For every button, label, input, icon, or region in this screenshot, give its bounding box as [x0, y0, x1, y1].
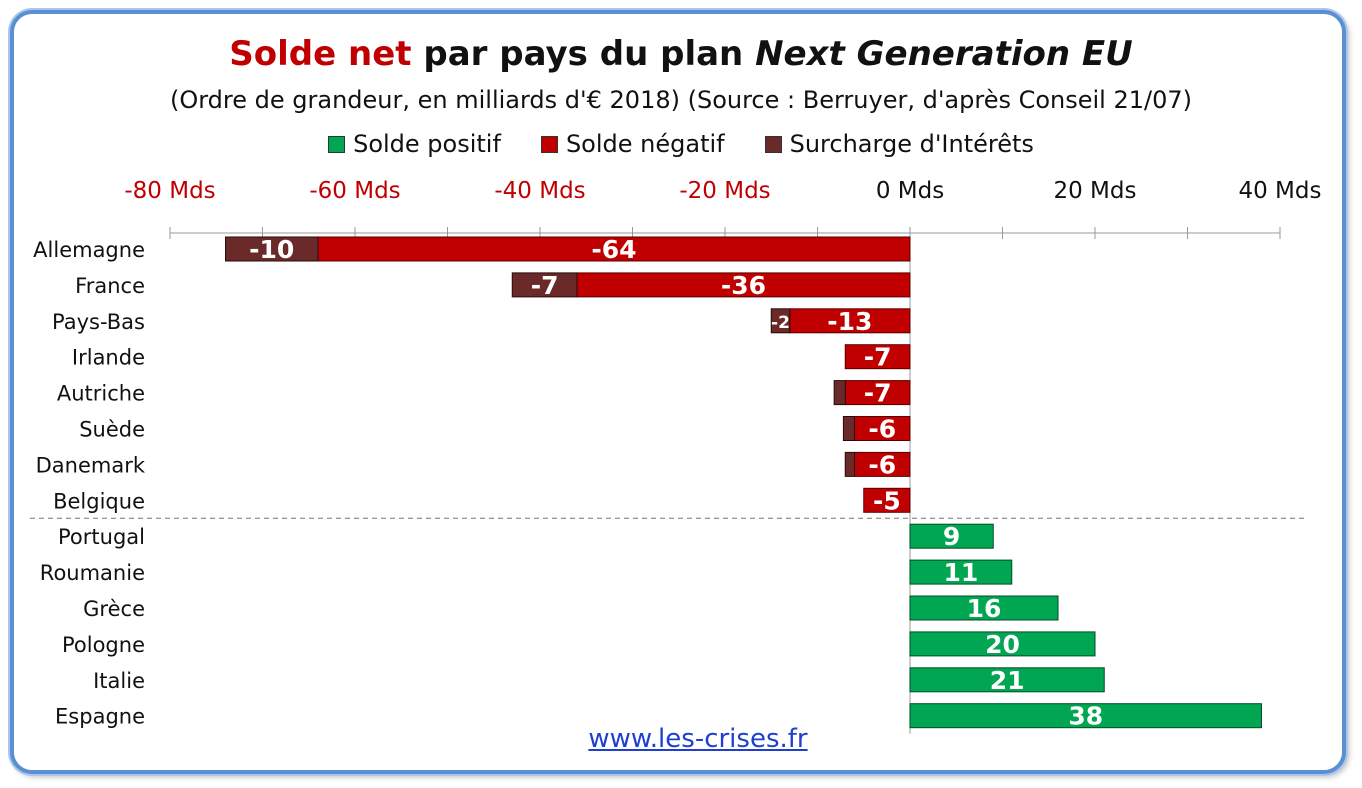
legend-item-negative: Solde négatif: [540, 130, 725, 158]
bar-label-solde-negatif: -64: [591, 235, 636, 264]
category-label: Grèce: [83, 597, 145, 621]
bar-solde-negatif: [576, 272, 911, 298]
bar-solde-negatif: [854, 416, 911, 441]
category-label: Pays-Bas: [52, 310, 145, 334]
bar-label-solde-positif: 38: [1068, 702, 1103, 731]
legend-swatch-positive: [328, 135, 346, 153]
bar-surcharge-interets: [844, 451, 855, 477]
x-tick-label: -60 Mds: [309, 178, 400, 204]
legend-swatch-interest: [764, 135, 782, 153]
bar-label-solde-negatif: -7: [864, 379, 892, 408]
legend-label-negative: Solde négatif: [565, 130, 725, 158]
bar-solde-positif: [909, 523, 994, 549]
bar-surcharge-interets: [511, 272, 578, 298]
x-tick-label: 40 Mds: [1238, 178, 1321, 204]
chart-subtitle: (Ordre de grandeur, en milliards d'€ 201…: [169, 86, 1193, 114]
bar-surcharge-interets: [842, 416, 856, 441]
category-label: Portugal: [58, 525, 145, 549]
bar-solde-positif: [909, 559, 1013, 585]
bar-solde-negatif: [317, 236, 911, 262]
x-tick-label: 0 Mds: [876, 178, 944, 204]
legend-label-interest: Surcharge d'Intérêts: [789, 130, 1034, 158]
bar-surcharge-interets: [770, 308, 791, 334]
legend-swatch-negative: [540, 135, 558, 153]
category-label: Pologne: [62, 633, 145, 657]
bar-label-surcharge-interets: -2: [771, 313, 790, 333]
bar-label-solde-negatif: -13: [827, 307, 872, 336]
bar-label-surcharge-interets: -7: [531, 271, 559, 300]
x-tick-label: 20 Mds: [1053, 178, 1136, 204]
legend-item-interest: Surcharge d'Intérêts: [764, 130, 1034, 158]
category-label: Espagne: [55, 705, 145, 729]
category-label: Autriche: [57, 382, 145, 406]
x-tick-label: -40 Mds: [494, 178, 585, 204]
chart-frame: [10, 10, 1346, 774]
bar-label-solde-negatif: -6: [868, 415, 896, 444]
chart-legend: Solde positif Solde négatif Surcharge d'…: [0, 130, 1362, 158]
category-label: Italie: [93, 669, 145, 693]
bar-solde-positif: [909, 631, 1096, 657]
category-label: Irlande: [72, 346, 145, 370]
title-middle: par pays du plan: [411, 34, 756, 74]
category-label: France: [75, 274, 145, 298]
x-tick-label: -80 Mds: [124, 178, 215, 204]
bar-solde-negatif: [844, 344, 911, 370]
bar-label-solde-positif: 16: [967, 594, 1002, 623]
bar-surcharge-interets: [225, 236, 319, 262]
category-label: Belgique: [53, 489, 145, 513]
title-italic: Next Generation EU: [755, 34, 1133, 74]
bar-label-solde-positif: 9: [943, 522, 960, 551]
bar-surcharge-interets: [833, 380, 846, 406]
title-highlight: Solde net: [229, 34, 412, 74]
footer-link[interactable]: www.les-crises.fr: [588, 724, 808, 754]
bar-label-solde-positif: 21: [990, 666, 1025, 695]
bar-label-solde-negatif: -7: [864, 343, 892, 372]
chart-title: Solde net par pays du plan Next Generati…: [0, 34, 1362, 74]
category-label: Allemagne: [33, 238, 145, 262]
bar-solde-negatif: [844, 380, 911, 406]
bar-label-surcharge-interets: -10: [249, 235, 294, 264]
bar-label-solde-negatif: -36: [721, 271, 766, 300]
category-label: Roumanie: [40, 561, 145, 585]
bar-solde-negatif: [863, 487, 911, 513]
bar-solde-positif: [909, 667, 1105, 693]
bar-label-solde-positif: 20: [985, 630, 1020, 659]
x-tick-label: -20 Mds: [679, 178, 770, 204]
bar-solde-positif: [909, 703, 1262, 729]
bar-label-solde-positif: 11: [943, 558, 978, 587]
bar-label-solde-negatif: -5: [873, 486, 901, 515]
category-label: Suède: [79, 418, 145, 442]
category-label: Danemark: [36, 453, 146, 477]
bar-label-solde-negatif: -6: [868, 450, 896, 479]
legend-item-positive: Solde positif: [328, 130, 501, 158]
legend-label-positive: Solde positif: [353, 130, 501, 158]
bar-solde-positif: [909, 595, 1059, 621]
